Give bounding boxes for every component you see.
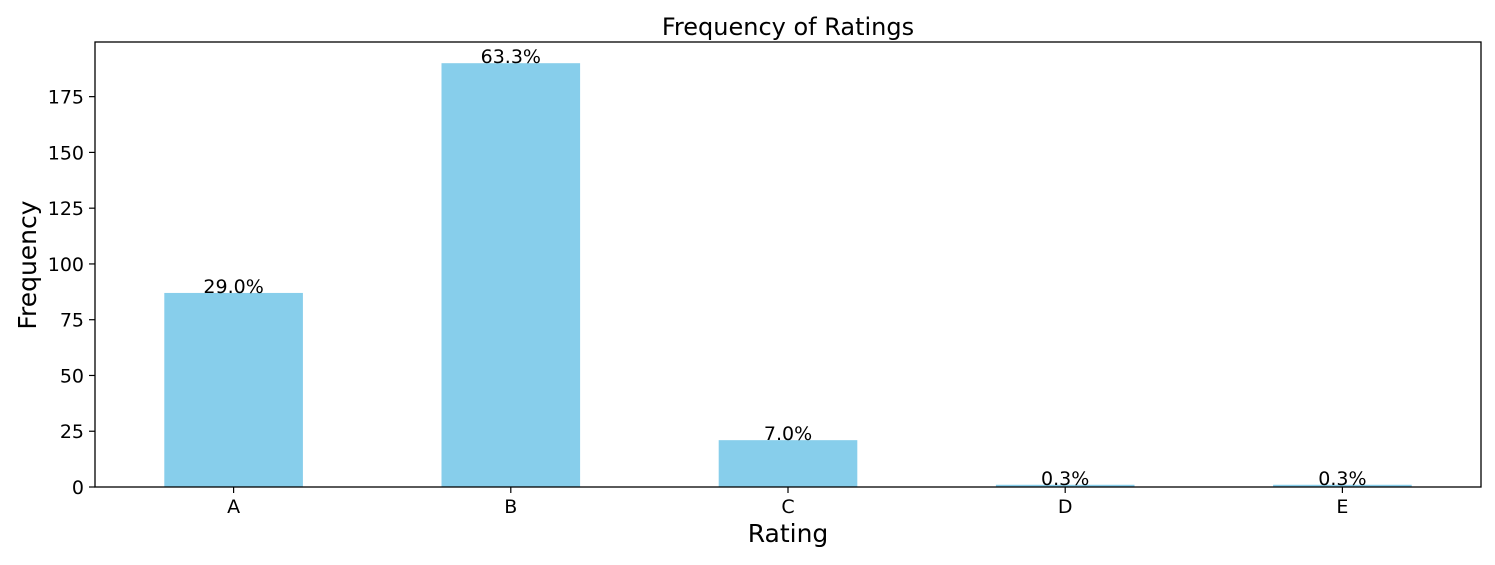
data-label-c: 7.0% xyxy=(764,423,812,445)
bar-b xyxy=(441,63,581,487)
y-axis-label: Frequency xyxy=(13,200,42,329)
data-labels-layer: 29.0% 63.3% 7.0% 0.3% 0.3% xyxy=(203,46,1366,490)
y-tick-label-125: 125 xyxy=(48,198,84,220)
y-tick-label-100: 100 xyxy=(48,254,84,276)
y-tick-label-75: 75 xyxy=(60,310,84,332)
y-tick-label-0: 0 xyxy=(72,477,84,499)
bar-d xyxy=(995,484,1135,487)
x-axis-label: Rating xyxy=(748,519,829,548)
x-tick-label-a: A xyxy=(227,496,240,518)
bar-e xyxy=(1273,484,1412,487)
data-label-a: 29.0% xyxy=(203,276,263,298)
y-axis-ticks: 0 25 50 75 100 125 150 175 xyxy=(48,87,95,499)
x-tick-label-e: E xyxy=(1336,496,1348,518)
y-tick-label-25: 25 xyxy=(60,421,84,443)
bar-a xyxy=(164,292,303,487)
data-label-d: 0.3% xyxy=(1041,468,1089,490)
x-axis-ticks: A B C D E xyxy=(227,487,1348,518)
bar-c xyxy=(718,440,858,487)
x-tick-label-d: D xyxy=(1058,496,1073,518)
bars-layer xyxy=(164,63,1412,487)
y-tick-label-50: 50 xyxy=(60,365,84,387)
y-tick-label-150: 150 xyxy=(48,142,84,164)
chart-title: Frequency of Ratings xyxy=(662,13,914,41)
x-tick-label-b: B xyxy=(504,496,517,518)
plot-frame xyxy=(94,41,1482,488)
data-label-e: 0.3% xyxy=(1318,468,1366,490)
data-label-b: 63.3% xyxy=(481,46,541,68)
y-tick-label-175: 175 xyxy=(48,87,84,109)
x-tick-label-c: C xyxy=(781,496,794,518)
